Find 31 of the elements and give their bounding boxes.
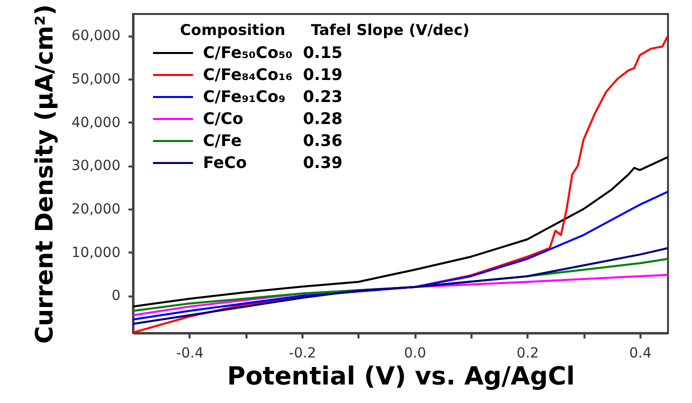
annotation: 0.39 <box>303 153 342 172</box>
y-tick-label: 40,000 <box>72 114 120 131</box>
annotation: 0.15 <box>303 43 342 62</box>
annotation: 0.19 <box>303 65 342 84</box>
legend-label: FeCo <box>203 153 247 172</box>
line-series <box>133 190 668 321</box>
legend-label: C/Fe₉₁Co₉ <box>203 87 286 106</box>
y-tick-label: 60,000 <box>72 28 120 44</box>
line-series <box>133 156 668 308</box>
x-tick-label: -0.2 <box>288 346 316 362</box>
x-tick-label: 0.0 <box>404 346 426 362</box>
line-series <box>133 247 668 325</box>
legend-label: C/Fe₈₄Co₁₆ <box>203 65 292 84</box>
y-tick-label: 20,000 <box>72 202 120 218</box>
x-tick-label: -0.4 <box>176 346 204 362</box>
legend-title: Composition <box>180 21 286 39</box>
x-tick-label: 0.2 <box>516 346 539 362</box>
annotation: 0.23 <box>303 87 342 106</box>
legend-label: C/Fe <box>203 131 242 150</box>
annotation: 0.28 <box>303 109 342 128</box>
y-tick-label: 10,000 <box>72 244 120 261</box>
y-tick-label: 30,000 <box>72 158 120 174</box>
legend-label: C/Fe₅₀Co₅₀ <box>203 43 292 62</box>
x-axis-title: Potential (V) vs. Ag/AgCl <box>227 362 575 390</box>
y-tick-label: 50,000 <box>72 72 120 88</box>
annotation: Tafel Slope (V/dec) <box>311 21 470 39</box>
y-axis-title: Current Density (μA/cm²) <box>30 4 59 344</box>
legend-label: C/Co <box>203 109 244 128</box>
x-tick-label: 0.4 <box>629 346 652 362</box>
annotation: 0.36 <box>303 131 342 150</box>
y-tick-label: 0 <box>112 288 120 304</box>
